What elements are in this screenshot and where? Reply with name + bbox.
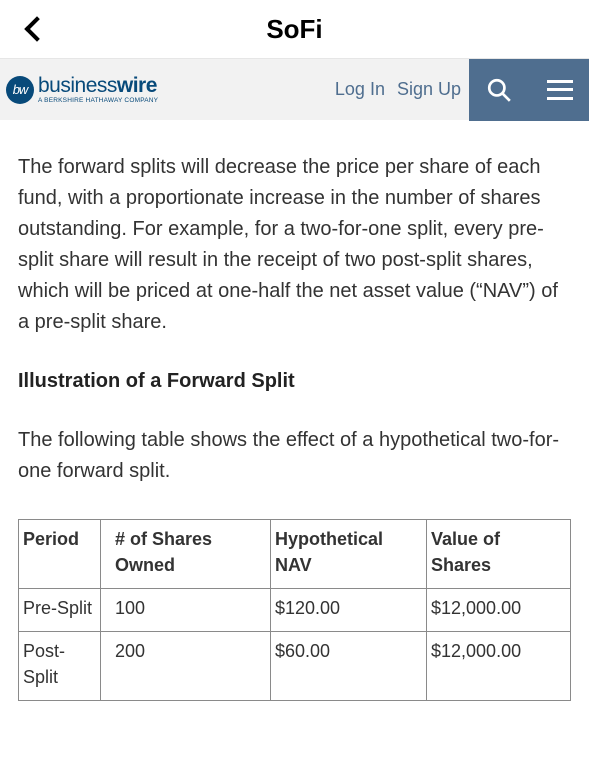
table-cell: $12,000.00	[427, 632, 571, 701]
signup-link[interactable]: Sign Up	[397, 79, 461, 100]
table-header-cell: Period	[19, 520, 101, 589]
table-header-cell: Hypothetical NAV	[271, 520, 427, 589]
section-heading: Illustration of a Forward Split	[18, 370, 571, 393]
table-header-row: Period # of Shares Owned Hypothetical NA…	[19, 520, 571, 589]
article-paragraph: The forward splits will decrease the pri…	[18, 152, 571, 338]
businesswire-logo[interactable]: bw businesswire A BERKSHIRE HATHAWAY COM…	[0, 75, 158, 105]
table-cell: 200	[101, 632, 271, 701]
table-header-cell: Value of Shares	[427, 520, 571, 589]
table-cell: Post-Split	[19, 632, 101, 701]
businesswire-wordmark: businesswire A BERKSHIRE HATHAWAY COMPAN…	[38, 75, 158, 105]
businesswire-mark-text: bw	[13, 82, 28, 97]
hamburger-icon	[547, 80, 573, 100]
businesswire-mark-icon: bw	[6, 76, 34, 104]
table-cell: $12,000.00	[427, 589, 571, 632]
table-cell: $120.00	[271, 589, 427, 632]
app-header: SoFi	[0, 0, 589, 58]
article-paragraph: The following table shows the effect of …	[18, 425, 571, 487]
table-cell: $60.00	[271, 632, 427, 701]
search-button[interactable]	[469, 59, 529, 121]
login-link[interactable]: Log In	[335, 79, 385, 100]
table-row: Pre-Split 100 $120.00 $12,000.00	[19, 589, 571, 632]
table-cell: Pre-Split	[19, 589, 101, 632]
article-content: The forward splits will decrease the pri…	[0, 120, 589, 701]
menu-button[interactable]	[529, 59, 589, 121]
table-cell: 100	[101, 589, 271, 632]
nav-actions	[469, 59, 589, 121]
businesswire-name-part1: business	[38, 74, 117, 97]
search-icon	[486, 77, 512, 103]
back-icon[interactable]	[24, 16, 49, 41]
businesswire-nav-bar: bw businesswire A BERKSHIRE HATHAWAY COM…	[0, 58, 589, 120]
split-illustration-table: Period # of Shares Owned Hypothetical NA…	[18, 519, 571, 701]
table-header-cell: # of Shares Owned	[101, 520, 271, 589]
auth-links: Log In Sign Up	[335, 79, 469, 100]
table-row: Post-Split 200 $60.00 $12,000.00	[19, 632, 571, 701]
businesswire-name: businesswire	[38, 75, 158, 96]
businesswire-tagline: A BERKSHIRE HATHAWAY COMPANY	[38, 98, 158, 105]
businesswire-name-part2: wire	[117, 74, 157, 97]
app-title: SoFi	[0, 14, 589, 45]
